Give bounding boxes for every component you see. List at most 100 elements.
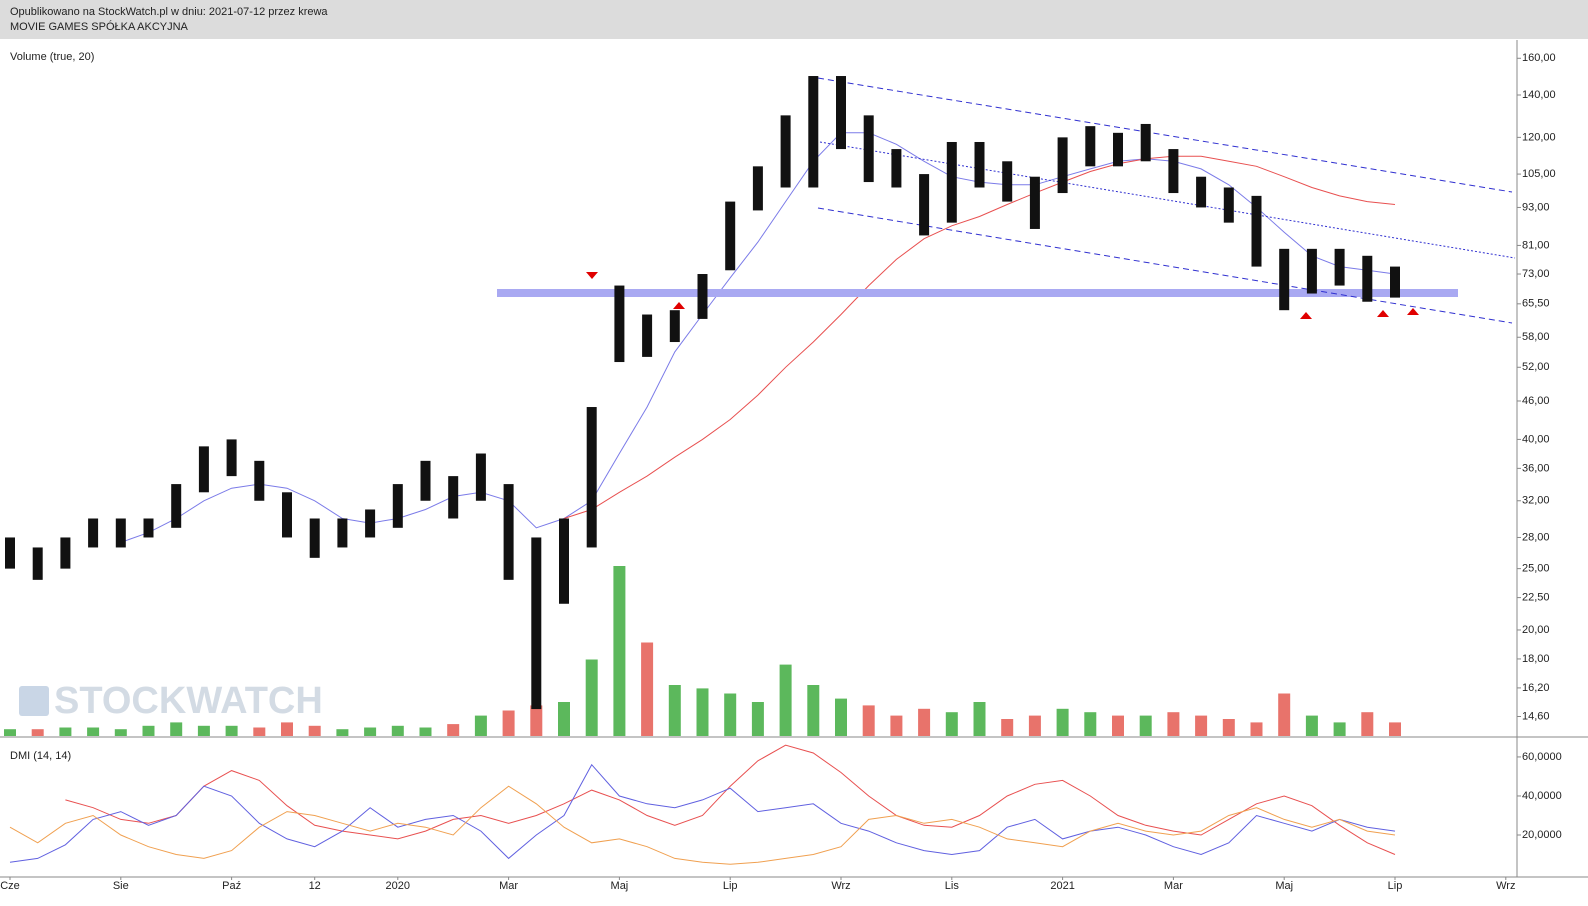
y-tick-label: 105,00 — [1522, 168, 1556, 180]
y-tick-label: 22,50 — [1522, 591, 1550, 603]
volume-bar — [1028, 715, 1041, 736]
volume-bar — [1195, 715, 1208, 736]
price-bar — [836, 76, 846, 150]
x-tick-label: Lip — [1388, 880, 1403, 892]
y-tick-label: 40,0000 — [1522, 790, 1562, 802]
dmi-line — [9, 763, 1396, 863]
y-tick-label: 120,00 — [1522, 131, 1556, 143]
price-bar — [420, 460, 431, 501]
price-bar — [226, 439, 237, 477]
moving-average — [120, 132, 1396, 543]
y-tick-label: 18,00 — [1522, 653, 1550, 665]
dmi-line — [65, 744, 1396, 855]
volume-bar — [1056, 708, 1069, 736]
volume-bar — [142, 725, 155, 736]
x-tick-label: 2020 — [386, 880, 410, 892]
volume-bar — [585, 659, 598, 736]
volume-bar — [1361, 712, 1374, 736]
price-bar — [1196, 176, 1207, 208]
volume-bar — [1112, 715, 1124, 736]
volume-bar — [558, 702, 570, 736]
price-bar — [1251, 195, 1262, 267]
price-bar — [503, 484, 514, 580]
volume-bar — [253, 727, 266, 736]
x-tick-label: Sie — [113, 880, 129, 892]
volume-bar — [225, 725, 238, 736]
volume-bar — [308, 725, 321, 736]
y-tick-label: 65,50 — [1522, 298, 1550, 310]
volume-bar — [918, 708, 931, 736]
price-bar — [1168, 149, 1179, 194]
header-line: Opublikowano na StockWatch.pl w dniu: 20… — [10, 6, 328, 18]
price-bar — [1140, 123, 1151, 162]
moving-average — [563, 155, 1396, 519]
y-tick-label: 14,60 — [1522, 710, 1550, 722]
y-tick-label: 52,00 — [1522, 361, 1550, 373]
dmi-line — [9, 785, 1396, 865]
watermark-icon — [19, 686, 49, 716]
volume-bar — [4, 729, 16, 736]
y-tick-label: 46,00 — [1522, 395, 1550, 407]
volume-bar — [1222, 719, 1235, 736]
price-bar — [1390, 266, 1400, 298]
y-tick-label: 20,00 — [1522, 624, 1550, 636]
volume-bar — [31, 729, 44, 736]
volume-bar — [364, 727, 377, 736]
volume-bar — [1278, 693, 1291, 736]
price-bar — [1057, 137, 1068, 194]
y-tick-label: 140,00 — [1522, 89, 1556, 101]
price-bar — [88, 518, 99, 548]
y-tick-label: 73,00 — [1522, 268, 1550, 280]
price-bar — [282, 492, 292, 538]
price-bar — [780, 115, 791, 188]
volume-bar — [1139, 715, 1152, 736]
volume-bar — [890, 715, 903, 736]
volume-bar — [391, 725, 404, 736]
price-bar — [115, 518, 126, 548]
price-bar — [863, 115, 874, 183]
x-tick-label: 2021 — [1050, 880, 1074, 892]
price-bar — [531, 537, 542, 710]
marker — [586, 272, 598, 279]
volume-bar — [1389, 722, 1401, 736]
price-bar — [1085, 126, 1096, 167]
x-tick-label: Maj — [1275, 880, 1293, 892]
price-bar — [697, 274, 708, 319]
volume-bar — [835, 698, 847, 736]
volume-bar — [724, 693, 737, 736]
price-bar — [198, 446, 209, 493]
panel-label: Volume (true, 20) — [10, 51, 94, 63]
trend-line — [819, 141, 1516, 259]
price-bar — [365, 509, 376, 538]
volume-bar — [807, 685, 820, 736]
marker — [673, 302, 685, 309]
price-bar — [891, 149, 902, 188]
y-tick-label: 81,00 — [1522, 239, 1550, 251]
x-tick-label: Cze — [0, 880, 20, 892]
volume-bar — [1250, 722, 1263, 736]
volume-bar — [945, 712, 958, 736]
price-bar — [669, 310, 680, 343]
price-bar — [725, 201, 736, 271]
marker — [1300, 312, 1312, 319]
price-bar — [5, 537, 15, 569]
header-bar — [0, 0, 1588, 39]
y-tick-label: 16,20 — [1522, 682, 1550, 694]
price-bar — [254, 460, 265, 501]
x-tick-label: Wrz — [1496, 880, 1515, 892]
support-band — [497, 289, 1458, 297]
volume-bar — [530, 705, 543, 736]
price-bar — [1029, 176, 1040, 229]
volume-bar — [779, 664, 792, 736]
price-bar — [614, 285, 625, 363]
price-bar — [808, 76, 819, 188]
volume-bar — [59, 727, 72, 736]
panel-label: DMI (14, 14) — [10, 750, 71, 762]
price-bar — [1362, 255, 1373, 302]
trend-line — [817, 207, 1513, 324]
volume-bar — [419, 727, 432, 736]
price-bar — [32, 547, 43, 580]
marker — [1407, 308, 1419, 315]
volume-bar — [1001, 719, 1014, 736]
